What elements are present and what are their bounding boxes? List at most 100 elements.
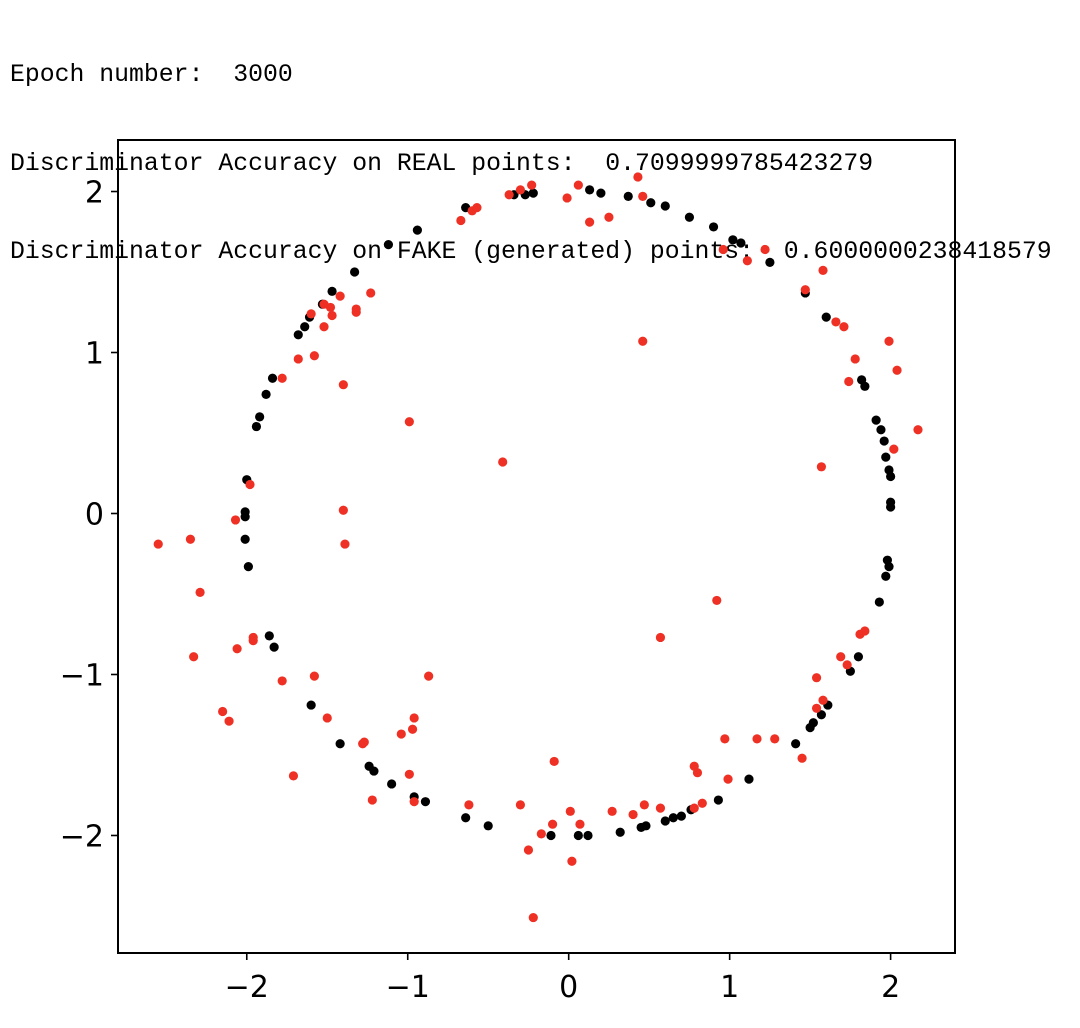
epoch-value: 3000 [233, 61, 293, 89]
fake-point [567, 856, 577, 866]
fake-point [884, 336, 894, 346]
fake-point [309, 671, 319, 681]
fake-point [515, 185, 526, 195]
fake-point [689, 803, 699, 813]
x-tick-label: −2 [225, 970, 269, 1005]
real-point [881, 571, 891, 581]
real-point [261, 389, 271, 399]
real-point [240, 534, 250, 544]
fake-point [407, 724, 418, 734]
y-tick-label: 1 [85, 337, 104, 372]
y-tick-label: 2 [85, 176, 104, 211]
fake-point [800, 285, 810, 295]
x-tick-label: −1 [386, 970, 430, 1005]
real-point [821, 312, 831, 322]
fake-point [232, 644, 242, 654]
fake-point [248, 632, 258, 643]
fake-point [366, 288, 376, 298]
real-point [350, 267, 360, 277]
fake-point [811, 703, 822, 713]
fake-accuracy-label: Discriminator Accuracy on FAKE (generate… [10, 238, 755, 266]
fake-point [404, 417, 414, 427]
fake-point [839, 322, 849, 332]
fake-accuracy-line: Discriminator Accuracy on FAKE (generate… [10, 238, 1052, 268]
fake-point [818, 265, 828, 276]
fake-point [628, 809, 638, 820]
real-point [816, 710, 827, 720]
real-point [412, 225, 422, 235]
real-point [461, 813, 471, 823]
real-point [251, 421, 262, 432]
fake-point [195, 587, 205, 597]
fake-point [230, 515, 241, 525]
fake-point [504, 190, 514, 200]
y-tick-label: −1 [60, 658, 104, 693]
fake-point [404, 769, 414, 779]
x-tick-label: 0 [559, 970, 578, 1005]
fake-point [720, 734, 730, 744]
points-layer [153, 172, 923, 923]
real-point [243, 562, 253, 572]
real-point [660, 201, 670, 211]
real-point [684, 212, 695, 222]
fake-point [585, 217, 595, 227]
fake-point [723, 774, 733, 784]
real-point [884, 562, 894, 572]
real-point [528, 188, 538, 198]
y-tick-label: −2 [60, 819, 104, 854]
fake-point [831, 317, 841, 327]
fake-point [277, 373, 287, 383]
fake-point [245, 479, 255, 490]
real-point [327, 286, 337, 296]
real-point [791, 739, 801, 749]
real-accuracy-label: Discriminator Accuracy on REAL points: [10, 149, 576, 178]
fake-point [327, 310, 337, 321]
real-point [240, 512, 250, 522]
real-point [660, 816, 670, 826]
fake-point [528, 912, 538, 923]
fake-accuracy-value: 0.6000000238418579 [783, 238, 1052, 266]
fake-point [472, 203, 482, 213]
fake-point [844, 376, 854, 387]
real-point [387, 779, 397, 789]
fake-point [498, 457, 508, 467]
fake-point [760, 244, 770, 255]
fake-point [409, 797, 419, 807]
fake-point [889, 444, 899, 454]
fake-point [319, 322, 329, 332]
fake-point [515, 800, 526, 810]
real-point [583, 830, 593, 841]
real-point [886, 502, 896, 512]
fake-point [607, 806, 617, 816]
fake-point [288, 771, 299, 781]
x-tick-label: 2 [881, 970, 900, 1005]
real-point [585, 185, 595, 195]
fake-point [185, 534, 196, 544]
fake-point [224, 716, 234, 726]
fake-point [523, 845, 534, 855]
real-point [269, 642, 279, 652]
fake-point [712, 595, 722, 606]
fake-point [396, 729, 406, 739]
real-point [708, 222, 719, 232]
real-point [736, 238, 746, 248]
fake-point [718, 244, 728, 255]
fake-point [633, 172, 643, 182]
fake-point [697, 798, 707, 808]
fake-point [338, 380, 348, 390]
fake-point [189, 652, 199, 662]
fake-point [409, 713, 419, 723]
fake-point [536, 829, 546, 839]
fake-point [306, 309, 316, 319]
fake-point [742, 256, 752, 266]
fake-point [338, 505, 348, 515]
fake-point [655, 632, 666, 643]
ticks-layer: −2 −1 0 1 2 −2 −1 0 1 2 [60, 176, 900, 1005]
fake-point [562, 193, 572, 203]
real-point [364, 761, 374, 771]
training-output: Epoch number: 3000 Discriminator Accurac… [10, 2, 1052, 297]
real-point [596, 188, 606, 198]
real-point [300, 322, 310, 332]
real-point [335, 739, 345, 749]
fake-point [351, 307, 361, 317]
